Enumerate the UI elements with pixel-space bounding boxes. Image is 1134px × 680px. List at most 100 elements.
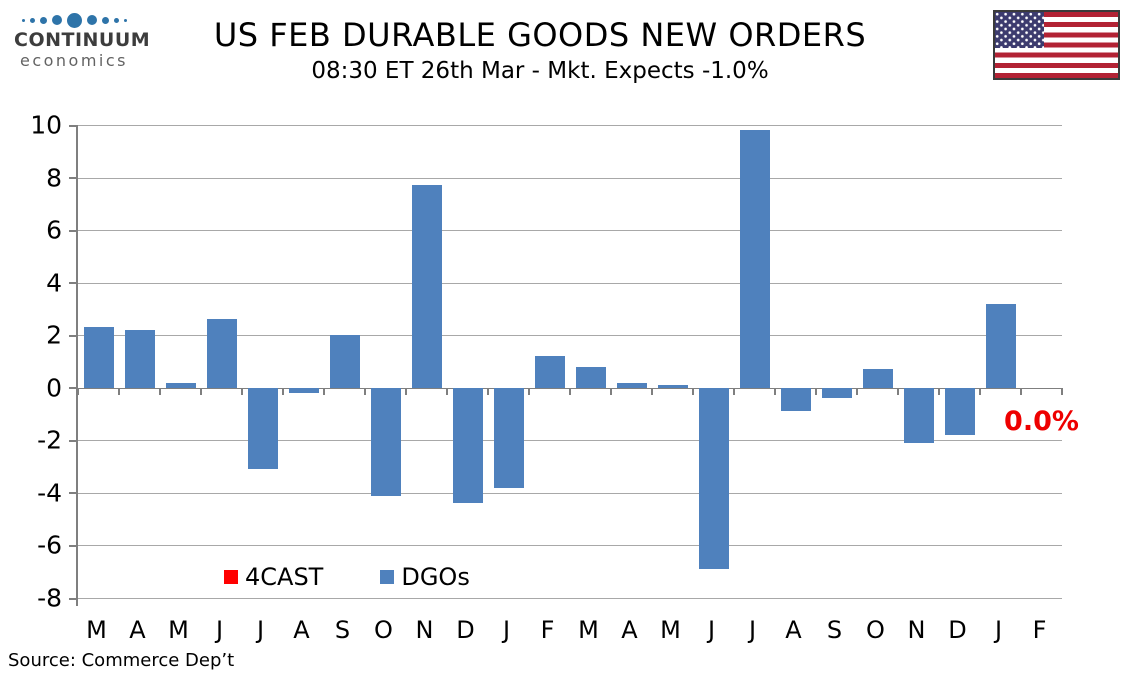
y-axis-tick [69,124,78,127]
x-tick-label: N [907,616,926,644]
y-axis-tick [69,439,78,442]
x-tick-label: J [994,616,1003,644]
legend: 4CAST DGOs [224,563,470,591]
x-tick-label: J [256,616,265,644]
bar [247,387,278,470]
bar [534,356,565,388]
x-axis-tick [323,387,325,395]
continuum-logo: CONTINUUM economics [14,12,151,70]
gridline [78,492,1062,494]
x-axis-tick [446,387,448,395]
bar [206,319,237,388]
legend-swatch-4cast-icon [224,570,238,584]
x-axis-tick [692,387,694,395]
gridline [78,598,1062,599]
legend-label-dgos: DGOs [401,563,470,591]
x-tick-label: A [129,616,146,644]
brand-name: CONTINUUM [14,29,151,51]
y-tick-label: 8 [46,163,62,193]
bar [739,130,770,388]
x-tick-label: S [826,616,843,644]
x-axis-tick [77,387,79,395]
x-axis-tick [364,387,366,395]
x-axis-tick [241,387,243,395]
forecast-annotation: 0.0% [1004,406,1079,438]
x-tick-label: D [948,616,967,644]
y-axis-line [76,598,78,606]
bar [493,387,524,488]
gridline [78,440,1062,442]
us-flag-icon [993,10,1120,80]
x-axis-tick [1020,387,1022,395]
gridline [78,282,1062,284]
bar [657,385,688,388]
bar [985,303,1016,388]
page-subtitle: 08:30 ET 26th Mar - Mkt. Expects -1.0% [311,58,769,84]
x-tick-label: F [1032,616,1047,644]
y-tick-label: 2 [46,320,62,350]
x-tick-label: A [621,616,638,644]
bar [862,369,893,388]
bar [165,382,196,388]
x-axis-tick [897,387,899,395]
flag-canton [995,12,1044,48]
x-tick-label: J [502,616,511,644]
x-tick-label: J [748,616,757,644]
bar [288,387,319,394]
x-axis-tick [733,387,735,395]
gridline [78,177,1062,179]
x-tick-label: M [86,616,107,644]
bar [944,387,975,436]
x-axis-tick [1061,387,1063,395]
bar [903,387,934,443]
x-tick-label: J [707,616,716,644]
y-axis-tick [69,597,78,600]
gridline [78,335,1062,337]
x-tick-label: A [293,616,310,644]
x-axis-tick [856,387,858,395]
bar [452,387,483,504]
x-tick-label: S [334,616,351,644]
x-axis-tick [405,387,407,395]
bar [329,335,360,388]
y-tick-label: -2 [37,425,62,455]
y-axis-tick [69,282,78,285]
title-block: US FEB DURABLE GOODS NEW ORDERS 08:30 ET… [0,16,1080,84]
bar [83,327,114,388]
x-tick-label: D [456,616,475,644]
y-axis-tick [69,229,78,232]
x-axis-tick [651,387,653,395]
x-tick-label: N [415,616,434,644]
logo-dots-icon [14,12,134,28]
y-tick-label: 4 [46,268,62,298]
gridline [78,545,1062,547]
bar [411,185,442,388]
bar [575,366,606,388]
x-axis-tick [610,387,612,395]
x-axis-tick [282,387,284,395]
y-axis-tick [69,334,78,337]
y-tick-label: 0 [46,373,62,403]
bar [780,387,811,412]
legend-label-4cast: 4CAST [245,563,324,591]
x-tick-label: M [660,616,681,644]
source-note: Source: Commerce Dep’t [8,650,235,671]
x-tick-label: M [578,616,599,644]
x-axis-tick [200,387,202,395]
bar [698,387,729,570]
bar [616,382,647,388]
plot-area: 4CAST DGOs 0.0% [69,124,1079,606]
y-tick-label: -8 [37,583,62,613]
x-tick-label: J [215,616,224,644]
y-tick-label: 10 [30,110,62,140]
x-tick-label: M [168,616,189,644]
x-tick-label: F [540,616,555,644]
y-axis-tick [69,544,78,547]
x-axis-tick [118,387,120,395]
legend-item-dgos: DGOs [380,563,470,591]
x-axis-tick [487,387,489,395]
x-tick-label: O [866,616,885,644]
gridline [78,125,1062,126]
